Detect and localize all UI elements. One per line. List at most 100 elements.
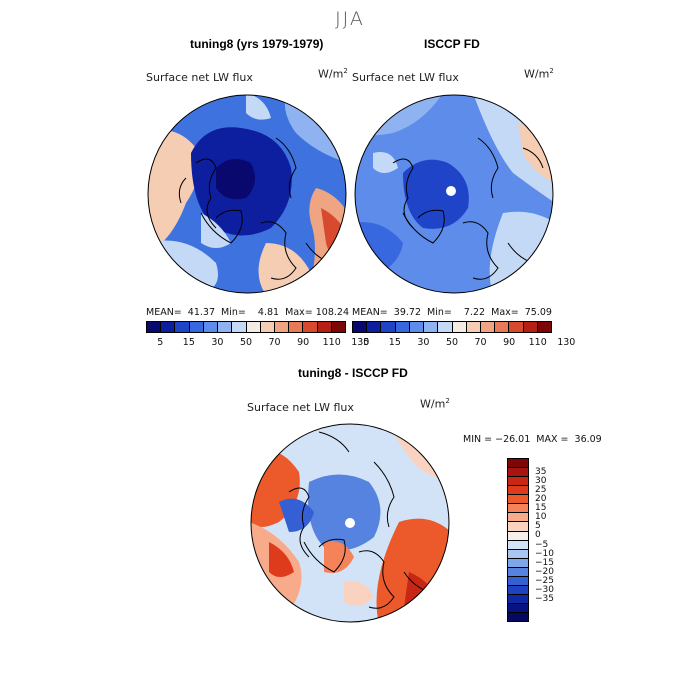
diff-colorbar [507, 458, 529, 622]
diff-colorbar-swatch-14 [508, 585, 528, 595]
model-units-label: W/m2 [318, 67, 348, 81]
diff-colorbar-ticks: 35 30 25 20 15 10 5 0 −5 −10 −15 −20 −25 −30 −35 [535, 458, 575, 622]
diff-colorbar-tick-label: 25 [535, 484, 547, 495]
model-colorbar-tick-label: 110 [322, 337, 341, 348]
diff-colorbar-tick-label: 10 [535, 512, 547, 523]
obs-variable-label: Surface net LW flux [352, 71, 459, 84]
obs-colorbar-swatch-10 [495, 322, 510, 332]
obs-colorbar-tick-label: 90 [503, 337, 516, 348]
diff-polar-map [250, 423, 450, 623]
diff-colorbar-tick-label: 15 [535, 503, 547, 514]
diff-units-label: W/m2 [420, 397, 450, 411]
diff-colorbar-tick-label: 5 [535, 521, 541, 532]
model-colorbar-ticks: 5 15 30 50 70 90 110 130 [146, 337, 369, 349]
obs-colorbar [352, 321, 552, 333]
obs-colorbar-swatch-1 [367, 322, 382, 332]
diff-colorbar-swatch-9 [508, 540, 528, 550]
diff-colorbar-swatch-3 [508, 486, 528, 496]
model-colorbar-swatch-6 [232, 322, 247, 332]
model-colorbar-swatch-2 [175, 322, 190, 332]
model-colorbar-tick-label: 5 [157, 337, 164, 348]
model-colorbar-tick-label: 30 [211, 337, 224, 348]
obs-colorbar-swatch-12 [523, 322, 538, 332]
diff-colorbar-swatch-6 [508, 513, 528, 523]
diff-colorbar-tick-label: 0 [535, 530, 541, 541]
pole-mask [446, 186, 456, 196]
obs-colorbar-tick-label: 130 [557, 337, 576, 348]
diff-colorbar-tick-label: −10 [535, 548, 554, 559]
diff-colorbar-tick-label: −20 [535, 566, 554, 577]
obs-polar-map [354, 94, 554, 294]
model-colorbar-tick-label: 130 [351, 337, 370, 348]
diff-colorbar-swatch-17 [508, 613, 528, 622]
model-colorbar-swatch-12 [317, 322, 332, 332]
diff-colorbar-swatch-12 [508, 567, 528, 577]
model-colorbar-swatch-13 [331, 322, 346, 332]
obs-colorbar-swatch-8 [466, 322, 481, 332]
model-stats: MEAN= 41.37 Min= 4.81 Max= 108.24 [146, 307, 349, 318]
diff-colorbar-tick-label: 35 [535, 466, 547, 477]
obs-colorbar-swatch-5 [424, 322, 439, 332]
map-border [147, 94, 347, 294]
diff-colorbar-swatch-10 [508, 549, 528, 559]
diff-colorbar-tick-label: −35 [535, 594, 554, 605]
obs-colorbar-swatch-13 [537, 322, 552, 332]
season-title: JJA [335, 8, 365, 30]
obs-colorbar-tick-label: 110 [528, 337, 547, 348]
obs-colorbar-swatch-3 [395, 322, 410, 332]
diff-colorbar-swatch-11 [508, 558, 528, 568]
diff-colorbar-tick-label: −25 [535, 576, 554, 586]
diff-colorbar-swatch-5 [508, 504, 528, 514]
obs-colorbar-swatch-6 [438, 322, 453, 332]
diff-panel-title: tuning8 - ISCCP FD [298, 366, 408, 380]
model-colorbar-swatch-11 [303, 322, 318, 332]
model-colorbar-swatch-1 [161, 322, 176, 332]
obs-colorbar-tick-label: 50 [445, 337, 459, 348]
model-colorbar-tick-label: 15 [182, 337, 195, 348]
model-colorbar-tick-label: 70 [268, 337, 281, 348]
diff-colorbar-tick-label: −5 [535, 539, 549, 550]
obs-colorbar-swatch-0 [353, 322, 368, 332]
obs-colorbar-swatch-4 [409, 322, 425, 332]
diff-colorbar-swatch-13 [508, 576, 528, 586]
model-colorbar-swatch-0 [147, 322, 162, 332]
obs-colorbar-swatch-7 [452, 322, 467, 332]
model-polar-map [147, 94, 347, 294]
obs-colorbar-tick-label: 15 [388, 337, 401, 348]
model-colorbar [146, 321, 346, 333]
diff-coastlines [288, 431, 430, 609]
model-colorbar-swatch-7 [246, 322, 261, 332]
diff-colorbar-tick-label: −30 [535, 585, 554, 596]
diff-colorbar-swatch-15 [508, 594, 528, 604]
model-colorbar-swatch-5 [218, 322, 233, 332]
diff-colorbar-swatch-0 [508, 459, 528, 469]
obs-units-label: W/m2 [524, 67, 554, 81]
model-colorbar-tick-label: 90 [297, 337, 310, 348]
obs-colorbar-swatch-2 [381, 322, 396, 332]
obs-stats: MEAN= 39.72 Min= 7.22 Max= 75.09 [352, 307, 552, 318]
model-colorbar-tick-label: 50 [239, 337, 253, 348]
obs-panel-title: ISCCP FD [424, 37, 480, 51]
obs-colorbar-tick-label: 5 [363, 337, 370, 348]
diff-variable-label: Surface net LW flux [247, 401, 354, 414]
model-colorbar-swatch-3 [189, 322, 204, 332]
obs-colorbar-tick-label: 30 [417, 337, 430, 348]
obs-coastlines [392, 137, 544, 280]
diff-colorbar-swatch-7 [508, 522, 528, 532]
model-colorbar-swatch-9 [274, 322, 290, 332]
diff-colorbar-swatch-1 [508, 468, 528, 478]
obs-colorbar-swatch-11 [509, 322, 524, 332]
diff-colorbar-tick-label: 20 [535, 494, 547, 504]
diff-colorbar-swatch-16 [508, 604, 528, 614]
diff-colorbar-swatch-8 [508, 531, 528, 541]
diff-colorbar-swatch-2 [508, 477, 528, 487]
diff-stats: MIN = −26.01 MAX = 36.09 [463, 434, 602, 445]
diff-colorbar-tick-label: 30 [535, 475, 547, 486]
model-variable-label: Surface net LW flux [146, 71, 253, 84]
model-colorbar-swatch-10 [289, 322, 304, 332]
obs-colorbar-ticks: 5 15 30 50 70 90 110 130 [352, 337, 575, 349]
map-fill-warm-west [148, 130, 200, 253]
model-colorbar-swatch-8 [260, 322, 275, 332]
model-panel-title: tuning8 (yrs 1979-1979) [190, 37, 324, 51]
diff-colorbar-tick-label: −15 [535, 557, 554, 568]
